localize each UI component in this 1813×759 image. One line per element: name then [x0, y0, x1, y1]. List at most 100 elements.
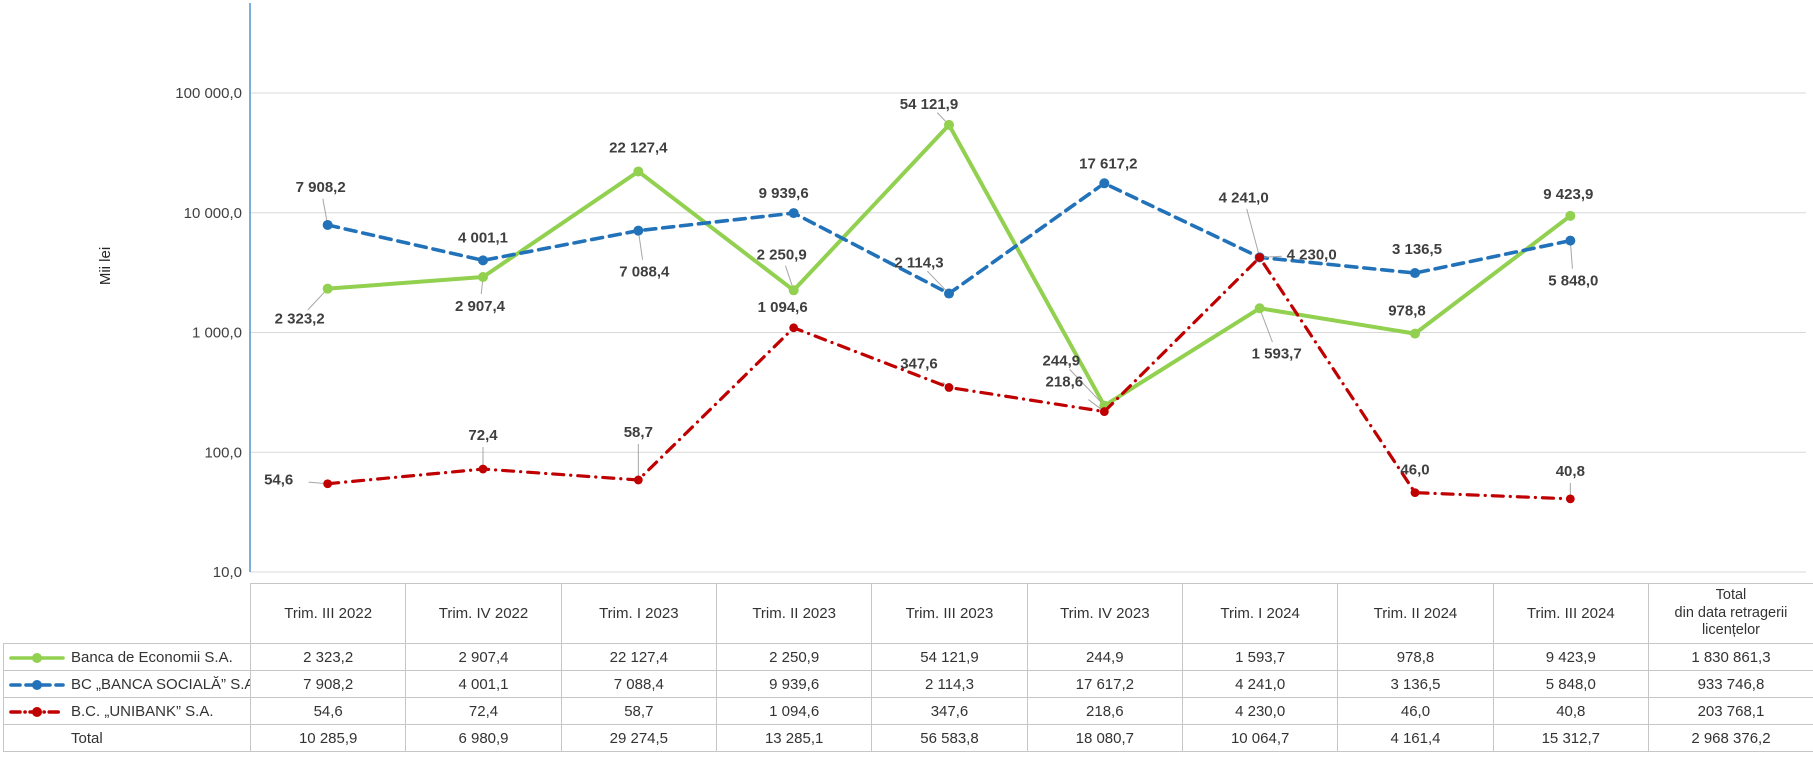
table-cell: 978,8: [1337, 643, 1494, 671]
table-cell: 15 312,7: [1492, 724, 1649, 752]
data-point-marker: [478, 464, 488, 474]
data-point-marker: [1254, 303, 1265, 314]
data-label: 54,6: [264, 472, 293, 489]
table-cell: 244,9: [1026, 643, 1183, 671]
label-leader-line: [1259, 308, 1273, 343]
table-cell: 6 980,9: [405, 724, 562, 752]
data-label: 244,9: [1043, 353, 1081, 370]
table-cell: 18 080,7: [1026, 724, 1183, 752]
y-axis-tick-label: 100 000,0: [175, 85, 242, 102]
table-cell: 7 908,2: [249, 670, 407, 698]
y-axis-tick-label: 10,0: [213, 564, 242, 581]
table-cell-total: 2 968 376,2: [1647, 724, 1813, 752]
legend-label: B.C. „UNIBANK” S.A.: [71, 702, 214, 720]
legend-key-icon: [9, 705, 65, 717]
table-cell: 13 285,1: [715, 724, 873, 752]
column-header: Trim. IV 2022: [405, 583, 562, 644]
legend-item: Banca de Economii S.A.: [3, 643, 251, 671]
table-cell: 9 423,9: [1492, 643, 1649, 671]
data-point-marker: [1565, 494, 1575, 504]
column-header-total-line: licențelor: [1701, 622, 1760, 639]
data-point-marker: [633, 475, 643, 485]
data-point-marker: [478, 271, 488, 282]
table-row: Banca de Economii S.A. 2 323,2 2 907,4 22 1…: [3, 643, 1813, 671]
table-header-row: Trim. III 2022 Trim. IV 2022 Trim. I 2023 T…: [4, 583, 1813, 644]
data-point-marker: [633, 166, 644, 177]
data-label: 1 094,6: [758, 299, 808, 316]
column-header-total-line: Total: [1715, 586, 1747, 603]
table-cell: 10 285,9: [249, 724, 407, 752]
data-label: 40,8: [1556, 463, 1585, 480]
table-cell-total: 933 746,8: [1647, 670, 1813, 698]
data-point-marker: [788, 208, 799, 219]
table-cell-total: 1 830 861,3: [1647, 643, 1813, 671]
table-cell: 54,6: [249, 697, 407, 725]
table-cell-total: 203 768,1: [1647, 697, 1813, 725]
data-label: 7 908,2: [296, 179, 346, 196]
legend-header-spacer: [4, 584, 251, 644]
data-label: 4 230,0: [1287, 246, 1337, 263]
data-label: 347,6: [900, 355, 938, 372]
data-label: 46,0: [1400, 462, 1429, 479]
data-label: 7 088,4: [619, 264, 670, 281]
legend-key-empty: [9, 732, 65, 744]
column-header: Trim. I 2023: [560, 583, 717, 644]
table-cell: 5 848,0: [1492, 670, 1649, 698]
data-point-marker: [1565, 210, 1576, 221]
data-label: 54 121,9: [900, 96, 958, 113]
data-label: 218,6: [1046, 374, 1084, 391]
legend-key-line: [9, 653, 65, 663]
data-point-marker: [478, 255, 488, 266]
table-cell: 1 094,6: [715, 697, 873, 725]
data-label: 17 617,2: [1079, 155, 1137, 172]
table-cell: 7 088,4: [560, 670, 717, 698]
table-cell: 9 939,6: [715, 670, 873, 698]
data-point-marker: [322, 283, 333, 294]
data-point-marker: [1410, 488, 1420, 498]
data-point-marker: [944, 288, 954, 299]
y-axis-title: Mii lei: [97, 247, 114, 285]
data-point-marker: [1410, 328, 1420, 339]
data-label: 978,8: [1388, 303, 1426, 320]
data-label: 2 250,9: [757, 246, 807, 263]
table-cell: 17 617,2: [1026, 670, 1183, 698]
legend-label: BC „BANCA SOCIALĂ” S.A.: [71, 675, 251, 693]
data-point-marker: [1565, 235, 1576, 246]
legend-key-icon: [9, 678, 65, 690]
line-chart: 100 000,0 10 000,0 1 000,0 100,0 10,0 Mii lei…: [97, 3, 1806, 581]
data-label: 9 423,9: [1543, 186, 1593, 203]
label-leader-line: [1069, 368, 1105, 407]
table-cell: 347,6: [871, 697, 1028, 725]
table-cell: 2 323,2: [249, 643, 407, 671]
data-point-marker: [1410, 268, 1420, 279]
table-cell: 40,8: [1492, 697, 1649, 725]
table-cell: 29 274,5: [560, 724, 717, 752]
table-cell: 46,0: [1337, 697, 1494, 725]
data-point-marker: [1099, 178, 1110, 189]
data-label: 1 593,7: [1252, 345, 1302, 362]
data-point-marker: [1255, 253, 1265, 262]
table-row: B.C. „UNIBANK” S.A. 54,6 72,4 58,7 1 094,6 34…: [3, 697, 1813, 725]
label-leader-line: [1246, 208, 1261, 258]
data-label: 2 907,4: [455, 298, 506, 315]
table-cell: 22 127,4: [560, 643, 717, 671]
table-cell: 4 001,1: [405, 670, 562, 698]
table-cell: 56 583,8: [871, 724, 1028, 752]
data-label: 2 323,2: [275, 311, 325, 328]
legend-item: B.C. „UNIBANK” S.A.: [3, 697, 251, 725]
table-cell: 58,7: [560, 697, 717, 725]
legend-key-line: [9, 680, 65, 690]
column-header: Trim. IV 2023: [1026, 583, 1183, 644]
column-header: Trim. III 2022: [249, 583, 407, 644]
data-point-marker: [789, 323, 799, 333]
column-header: Trim. I 2024: [1181, 583, 1339, 644]
legend-item: BC „BANCA SOCIALĂ” S.A.: [3, 670, 251, 698]
legend-key-icon: [9, 651, 65, 663]
table-cell: 4 230,0: [1181, 697, 1339, 725]
y-axis-tick-label: 1 000,0: [192, 325, 242, 342]
table-cell: 218,6: [1026, 697, 1183, 725]
data-label: 22 127,4: [609, 139, 668, 156]
legend-label: Total: [71, 729, 103, 747]
table-cell: 1 593,7: [1181, 643, 1339, 671]
